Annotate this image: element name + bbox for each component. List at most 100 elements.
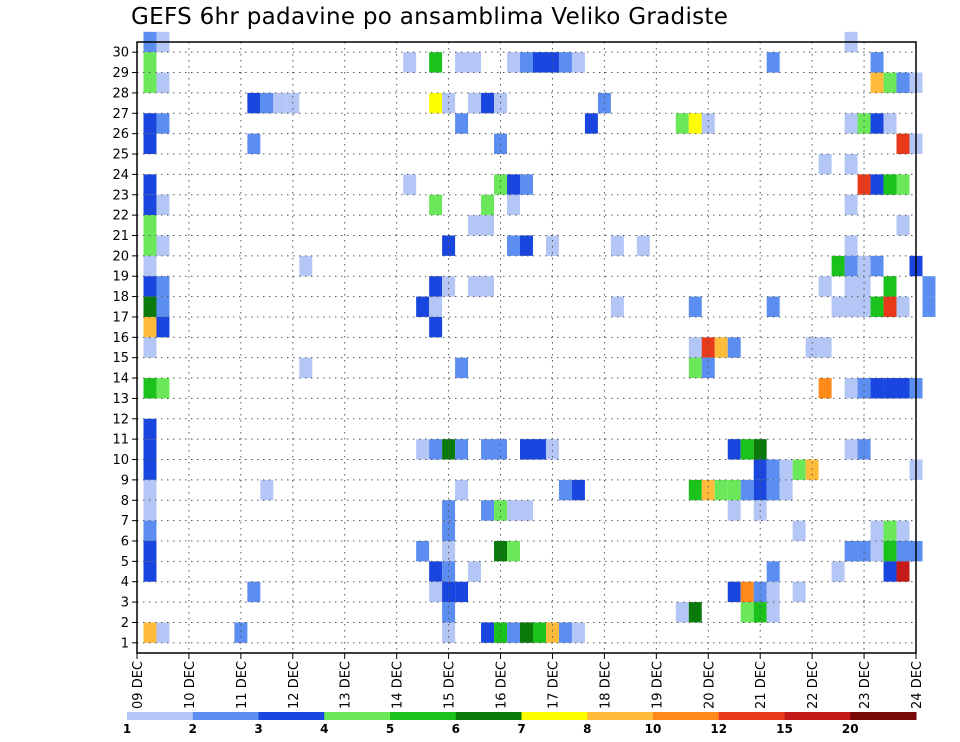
precip-cell: [805, 459, 819, 480]
precip-cell: [701, 479, 715, 501]
precip-cell: [156, 316, 170, 338]
precip-cell: [740, 602, 754, 623]
x-tick-label: 22 DEC: [806, 661, 821, 709]
colorbar-label: 15: [776, 722, 793, 736]
x-tick-label: 10 DEC: [183, 661, 198, 709]
precip-cell: [429, 439, 443, 460]
y-tick-label: 7: [121, 514, 129, 529]
x-tick-label: 18 DEC: [598, 661, 613, 709]
precip-cell: [766, 296, 780, 317]
precip-cell: [740, 479, 754, 501]
precip-cell: [156, 72, 170, 93]
precip-cell: [247, 581, 261, 603]
precip-cell: [403, 52, 417, 73]
y-tick-label: 25: [112, 148, 129, 163]
precip-cell: [494, 133, 508, 155]
precip-cell: [571, 479, 585, 501]
precip-cell: [532, 52, 546, 73]
precip-cell: [429, 561, 443, 582]
precipitation-cells: [143, 31, 936, 643]
precip-cell: [520, 174, 533, 195]
precip-cell: [143, 520, 157, 541]
chart-title: GEFS 6hr padavine po ansamblima Veliko G…: [131, 4, 729, 30]
colorbar-swatch: [127, 712, 194, 720]
colorbar-label: 2: [189, 722, 197, 736]
precip-cell: [766, 602, 780, 623]
precip-cell: [143, 622, 157, 643]
precip-cell: [870, 174, 884, 195]
precip-cell: [896, 561, 910, 582]
y-tick-label: 8: [121, 494, 129, 509]
x-tick-label: 21 DEC: [754, 661, 769, 709]
precip-cell: [870, 72, 884, 93]
precip-cell: [143, 113, 157, 134]
precip-cell: [766, 459, 780, 480]
precip-cell: [143, 479, 157, 501]
precip-cell: [260, 479, 274, 501]
precip-cell: [429, 581, 443, 603]
colorbar-label: 12: [710, 722, 727, 736]
precip-cell: [520, 52, 533, 73]
precip-cell: [143, 500, 157, 521]
precip-cell: [143, 194, 157, 216]
precip-cell: [545, 622, 559, 643]
precip-cell: [883, 276, 897, 297]
y-axis: 1234567891011121314151617181920212223242…: [112, 46, 137, 651]
x-tick-label: 11 DEC: [235, 661, 250, 709]
y-tick-label: 18: [112, 290, 129, 305]
precip-cell: [727, 500, 741, 521]
precip-cell: [494, 439, 508, 460]
precip-cell: [883, 520, 897, 541]
y-tick-label: 26: [112, 127, 129, 142]
precip-cell: [688, 357, 702, 379]
precip-cell: [727, 479, 741, 501]
colorbar-swatch: [390, 712, 457, 720]
y-tick-label: 22: [112, 209, 129, 224]
precip-cell: [740, 581, 754, 603]
precip-cell: [455, 581, 469, 603]
precip-cell: [844, 378, 858, 399]
precip-cell: [545, 235, 559, 256]
precip-cell: [299, 357, 313, 379]
precip-cell: [156, 113, 170, 134]
colorbar-swatch: [521, 712, 588, 720]
precip-cell: [468, 561, 482, 582]
precip-cell: [870, 52, 884, 73]
precip-cell: [818, 154, 832, 175]
precip-cell: [416, 540, 430, 562]
precip-cell: [481, 215, 495, 236]
precip-cell: [247, 133, 261, 155]
precip-cell: [792, 581, 806, 603]
precip-cell: [831, 255, 845, 277]
colorbar-label: 7: [517, 722, 525, 736]
x-tick-label: 23 DEC: [858, 661, 873, 709]
precip-cell: [520, 235, 533, 256]
precip-cell: [896, 133, 910, 155]
precip-cell: [156, 378, 170, 399]
precip-cell: [883, 561, 897, 582]
precip-cell: [442, 439, 456, 460]
precip-cell: [403, 174, 417, 195]
precip-cell: [468, 276, 482, 297]
x-tick-label: 16 DEC: [495, 661, 510, 709]
y-tick-label: 9: [121, 473, 129, 488]
precip-cell: [507, 194, 520, 216]
precip-cell: [844, 296, 858, 317]
precip-cell: [870, 378, 884, 399]
precip-cell: [805, 337, 819, 358]
colorbar-swatch: [587, 712, 654, 720]
precip-cell: [610, 296, 624, 317]
x-tick-label: 13 DEC: [339, 661, 354, 709]
x-tick-label: 20 DEC: [702, 661, 717, 709]
precip-cell: [468, 52, 482, 73]
precip-cell: [558, 479, 572, 501]
precip-cell: [818, 378, 832, 399]
precip-cell: [494, 540, 508, 562]
precip-cell: [740, 439, 754, 460]
precip-cell: [844, 194, 858, 216]
precip-cell: [779, 479, 793, 501]
precip-cell: [156, 235, 170, 256]
precip-cell: [442, 520, 456, 541]
y-tick-label: 29: [112, 66, 129, 81]
precip-cell: [883, 72, 897, 93]
